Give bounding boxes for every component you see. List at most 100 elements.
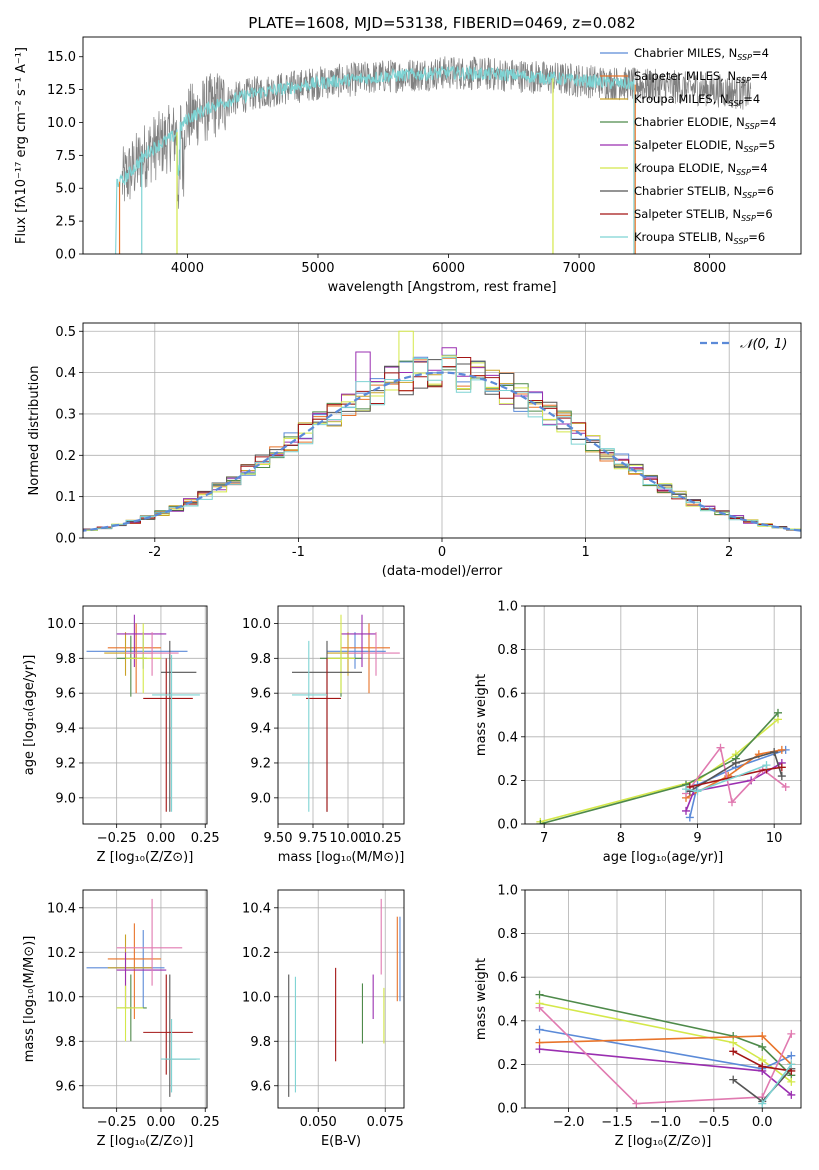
mass-vs-ebv-plot-area — [278, 890, 404, 1108]
legend-entry: Chabrier MILES, NSSP=4 — [634, 46, 769, 62]
age-vs-z-ytick-label: 9.4 — [55, 722, 76, 737]
mass-vs-z-plot-area — [83, 890, 207, 1108]
age-vs-mass-ytick-label: 9.2 — [250, 756, 271, 771]
weight-line — [539, 1002, 792, 1083]
mass-vs-z-ytick-label: 10.0 — [47, 990, 76, 1005]
weight-marker — [716, 743, 725, 752]
legend-entry: Chabrier STELIB, NSSP=6 — [634, 184, 774, 200]
mass-vs-z-ytick-label: 10.4 — [47, 901, 76, 916]
mass-vs-z-xtick-label: 0.00 — [146, 1115, 175, 1130]
weight-vs-age-ytick-label: 0.6 — [497, 687, 518, 702]
mass-vs-z-xlabel: Z [log₁₀(Z/Z⊙)] — [97, 1134, 194, 1149]
mass-vs-ebv-ytick-label: 10.0 — [242, 990, 271, 1005]
age-vs-mass-ytick-label: 9.8 — [250, 652, 271, 667]
age-vs-mass-xtick-label: 9.75 — [299, 831, 328, 846]
spectrum-xtick-label: 4000 — [171, 261, 204, 276]
weight-vs-z-xlabel: Z [log₁₀(Z/Z⊙)] — [615, 1134, 712, 1149]
weight-marker — [535, 1045, 544, 1054]
weight-line — [538, 1007, 793, 1105]
spectrum-plot-area — [115, 56, 752, 254]
weight-marker — [535, 990, 544, 999]
age-vs-mass-xtick-label: 10.00 — [329, 831, 366, 846]
spectrum-ytick-label: 7.5 — [55, 149, 76, 164]
mass-vs-z-xtick-label: −0.25 — [97, 1115, 137, 1130]
weight-vs-z-xtick-label: −1.5 — [601, 1115, 633, 1130]
weight-vs-z-axes-frame — [524, 889, 802, 1109]
weight-vs-z-plot-area — [525, 890, 801, 1108]
weight-vs-z-ytick-label: 0.4 — [497, 1014, 518, 1029]
spectrum-panel: 4000 5000 6000 7000 8000 0.0 2.5 5.0 7.5 10.0 12.5… — [14, 47, 752, 295]
mass-vs-ebv-ytick-label: 10.2 — [242, 946, 271, 961]
age-vs-z-xtick-label: −0.25 — [97, 831, 137, 846]
legend-entry-name: Salpeter STELIB, N — [634, 207, 741, 221]
mass-vs-ebv-ytick-label: 9.8 — [250, 1035, 271, 1050]
model-spectrum — [115, 65, 635, 254]
weight-marker — [729, 1038, 738, 1047]
weight-vs-age-plot-area — [525, 606, 801, 824]
residuals-panel: -2 -1 0 1 2 0.0 0.1 0.2 0.3 0.4 0.5 (data-model)/er… — [27, 323, 801, 579]
weight-vs-z-xtick-label: 0.0 — [752, 1115, 773, 1130]
weight-marker — [535, 1003, 544, 1012]
weight-marker — [758, 1062, 767, 1071]
weight-marker — [731, 758, 740, 767]
spectrum-axes-frame — [82, 36, 802, 255]
weight-marker — [632, 1099, 641, 1108]
weight-vs-age-panel: 7 8 9 10 0.0 0.2 0.4 0.6 0.8 1.0 age [log₁₀(age/yr… — [474, 600, 801, 865]
weight-vs-z-xtick-label: −0.5 — [698, 1115, 730, 1130]
age-vs-z-ytick-label: 9.0 — [55, 791, 76, 806]
spectrum-ylabel: Flux [fλ10⁻¹⁷ erg cm⁻² s⁻¹ A⁻¹] — [14, 47, 29, 244]
weight-marker — [728, 798, 736, 807]
age-vs-mass-ytick-label: 9.0 — [250, 791, 271, 806]
legend-entry-name: Kroupa ELODIE, N — [634, 161, 736, 175]
mass-vs-ebv-xtick-label: 0.050 — [300, 1115, 337, 1130]
mass-vs-z-ytick-label: 10.2 — [47, 946, 76, 961]
legend-entry-sub: SSP — [744, 145, 759, 154]
age-vs-z-plot-area — [83, 606, 207, 824]
mass-vs-z-ytick-label: 9.8 — [55, 1035, 76, 1050]
histogram-kroupa-stelib — [83, 356, 801, 533]
legend-entry-sub: SSP — [741, 214, 756, 223]
weight-marker — [787, 1051, 796, 1060]
weight-vs-age-xtick-label: 7 — [540, 831, 548, 846]
weight-vs-z-xtick-label: −1.0 — [650, 1115, 682, 1130]
weight-marker — [787, 1077, 796, 1086]
weight-vs-age-xtick-label: 8 — [617, 831, 625, 846]
legend-entry-value: =4 — [743, 92, 760, 106]
spectrum-xtick-label: 6000 — [432, 261, 465, 276]
mass-vs-z-xtick-label: 0.25 — [191, 1115, 220, 1130]
weight-marker — [535, 1025, 544, 1034]
weight-vs-z-ytick-label: 0.8 — [497, 927, 518, 942]
weight-marker — [770, 748, 779, 757]
legend-entry-name: Chabrier ELODIE, N — [634, 115, 745, 129]
age-vs-z-ylabel: age [log₁₀(age/yr)] — [22, 655, 37, 776]
age-vs-z-axes-frame — [82, 605, 208, 825]
residuals-ytick-label: 0.5 — [55, 325, 76, 340]
residuals-plot-area — [83, 323, 801, 538]
legend-entry-sub: SSP — [742, 191, 757, 200]
gaussian-legend-label: 𝒩(0, 1) — [740, 337, 787, 352]
spectrum-xlabel: wavelength [Angstrom, rest frame] — [328, 280, 557, 295]
legend-entry: Chabrier ELODIE, NSSP=4 — [634, 115, 776, 131]
legend-entry-name: Kroupa MILES, N — [634, 92, 729, 106]
weight-line — [540, 718, 779, 823]
residuals-ytick-label: 0.1 — [55, 490, 76, 505]
residuals-ylabel: Normed distribution — [27, 366, 42, 496]
spectrum-ytick-label: 10.0 — [47, 116, 76, 131]
mass-vs-z-panel: −0.25 0.00 0.25 9.6 9.8 10.0 10.2 10.4 Z [log₁₀(… — [22, 890, 220, 1149]
mass-vs-ebv-xtick-label: 0.075 — [367, 1115, 404, 1130]
legend-entry-value: =4 — [751, 69, 768, 83]
legend-entry-name: Chabrier MILES, N — [634, 46, 737, 60]
legend-entry-name: Chabrier STELIB, N — [634, 184, 742, 198]
residuals-ytick-label: 0.2 — [55, 449, 76, 464]
age-vs-mass-xtick-label: 10.25 — [364, 831, 401, 846]
weight-marker — [777, 745, 786, 754]
legend-entry: Salpeter ELODIE, NSSP=5 — [634, 138, 775, 154]
weight-line — [761, 1063, 792, 1105]
weight-marker — [758, 1032, 767, 1041]
weight-marker — [777, 772, 786, 781]
spectrum-xtick-label: 8000 — [693, 261, 726, 276]
legend-entry-sub: SSP — [734, 237, 749, 246]
gaussian-curve — [83, 371, 801, 532]
residuals-ytick-label: 0.4 — [55, 366, 76, 381]
